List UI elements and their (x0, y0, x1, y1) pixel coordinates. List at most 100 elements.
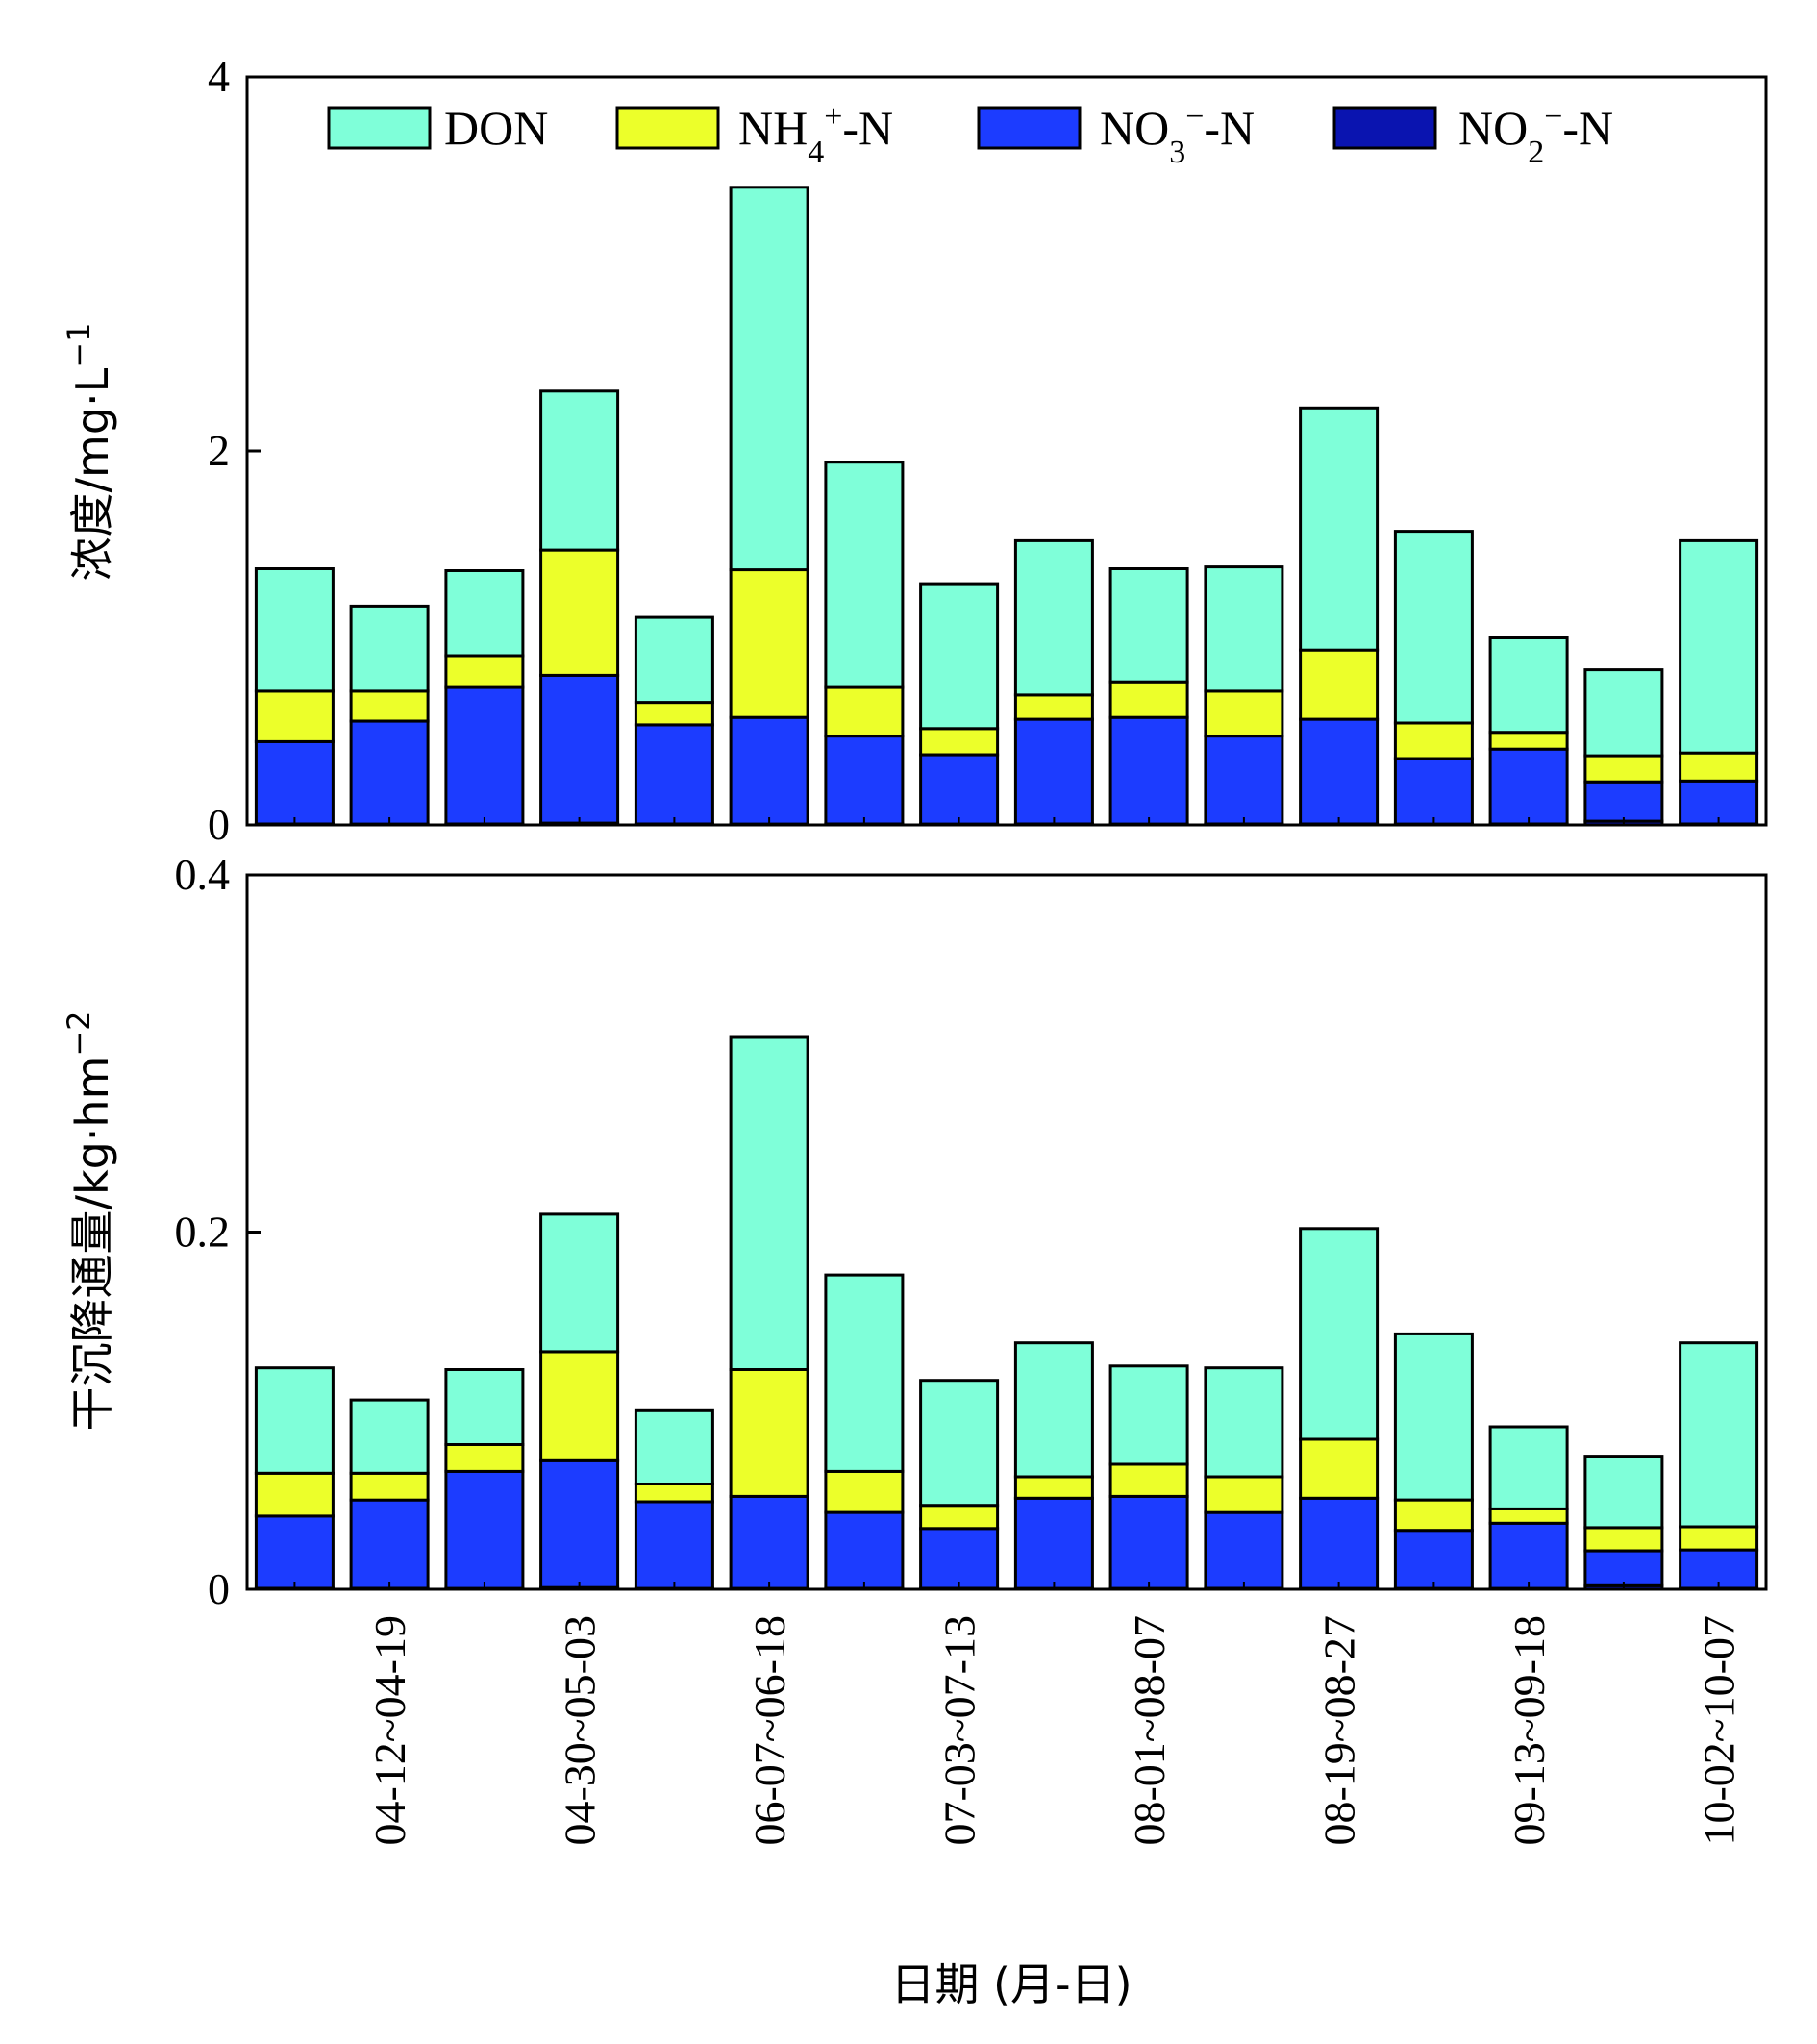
top-bar-don-1 (349, 604, 430, 693)
top-bar-don-3 (539, 389, 620, 552)
bottom-y-axis-title: 干沉降通量/kg·hm−2 (61, 1010, 118, 1431)
top-y-tick-label-1: 2 (208, 426, 230, 475)
top-bar-no3-7 (919, 753, 1000, 826)
top-bars (254, 186, 1759, 827)
top-bar-nh4-5 (729, 568, 809, 719)
top-bar-no3-4 (634, 723, 714, 826)
top-bar-nh4-12 (1393, 721, 1474, 760)
top-y-axis: 0 2 4 (208, 52, 261, 849)
top-bar-don-13 (1488, 636, 1569, 735)
top-bar-don-4 (634, 615, 714, 705)
top-y-tick-label-0: 0 (208, 800, 230, 849)
top-bar-no3-8 (1013, 717, 1094, 826)
bottom-bar-nh4-3 (539, 1350, 620, 1462)
bottom-bar-nh4-6 (824, 1469, 905, 1514)
top-bar-no3-12 (1393, 757, 1474, 826)
bottom-bar-don-11 (1299, 1227, 1380, 1441)
bottom-bar-don-15 (1679, 1341, 1759, 1529)
bottom-bar-nh4-4 (634, 1482, 714, 1504)
top-bar-nh4-9 (1108, 680, 1189, 719)
bottom-bar-don-1 (349, 1398, 430, 1475)
bottom-bar-no3-10 (1204, 1510, 1284, 1590)
bottom-bar-no3-14 (1583, 1549, 1664, 1587)
bottom-bar-no3-11 (1299, 1496, 1380, 1590)
x-tick-label-1: 04-30~05-03 (556, 1615, 605, 1846)
legend-label-don: DON (444, 101, 548, 155)
legend-label-no3: NO3−-N (1100, 99, 1255, 170)
bottom-bar-don-2 (444, 1368, 525, 1446)
legend-swatch-nh4 (615, 106, 720, 150)
top-bar-no3-3 (539, 673, 620, 825)
bottom-bar-don-13 (1488, 1425, 1569, 1510)
bottom-bar-no3-13 (1488, 1521, 1569, 1590)
top-bar-nh4-13 (1488, 731, 1569, 751)
top-bar-don-0 (254, 567, 335, 693)
top-bar-don-10 (1204, 565, 1284, 693)
top-bar-nh4-8 (1013, 693, 1094, 721)
top-bar-don-7 (919, 582, 1000, 731)
x-tick-label-0: 04-12~04-19 (365, 1615, 414, 1846)
bottom-bar-nh4-15 (1679, 1525, 1759, 1552)
bottom-y-tick-label-1: 0.2 (175, 1208, 231, 1257)
legend-swatch-no3 (977, 106, 1082, 150)
legend-swatch-no2 (1332, 106, 1437, 150)
bottom-y-tick-label-2: 0.4 (175, 850, 231, 899)
top-bar-don-14 (1583, 668, 1664, 758)
x-tick-label-2: 06-07~06-18 (745, 1615, 794, 1846)
bottom-bar-don-0 (254, 1366, 335, 1475)
top-bar-no3-11 (1299, 717, 1380, 826)
top-bar-nh4-15 (1679, 751, 1759, 783)
bottom-bar-no3-3 (539, 1458, 620, 1589)
top-y-axis-title: 浓度/mg·L−1 (61, 323, 118, 582)
bottom-bar-don-8 (1013, 1341, 1094, 1479)
legend: DON NH4+-N NO3−-N NO2−-N (327, 99, 1613, 170)
top-bar-nh4-7 (919, 727, 1000, 757)
bottom-bar-no3-6 (824, 1510, 905, 1590)
bottom-bar-no3-5 (729, 1494, 809, 1590)
bottom-bar-no3-12 (1393, 1529, 1474, 1590)
bottom-bar-don-10 (1204, 1366, 1284, 1479)
x-tick-label-6: 09-13~09-18 (1505, 1615, 1554, 1846)
top-y-tick-label-2: 4 (208, 52, 230, 101)
bottom-bar-nh4-5 (729, 1368, 809, 1498)
bottom-bar-nh4-13 (1488, 1507, 1569, 1525)
bottom-bar-nh4-2 (444, 1443, 525, 1473)
top-bar-no3-14 (1583, 780, 1664, 823)
bottom-bar-nh4-11 (1299, 1437, 1380, 1500)
bottom-bar-don-5 (729, 1035, 809, 1371)
top-bar-don-5 (729, 186, 809, 572)
top-bar-nh4-2 (444, 654, 525, 689)
bottom-bar-no3-9 (1108, 1494, 1189, 1590)
bottom-bar-don-7 (919, 1379, 1000, 1508)
top-bar-no3-5 (729, 715, 809, 826)
bottom-bar-no3-0 (254, 1514, 335, 1590)
x-axis: 04-12~04-19 04-30~05-03 06-07~06-18 07-03~0… (365, 1615, 1743, 1846)
bottom-bar-no3-8 (1013, 1496, 1094, 1590)
bottom-bar-don-12 (1393, 1332, 1474, 1502)
bottom-y-axis: 0 0.2 0.4 (175, 850, 261, 1613)
top-bar-nh4-6 (824, 685, 905, 738)
bottom-bar-nh4-9 (1108, 1462, 1189, 1498)
bottom-bar-no3-1 (349, 1498, 430, 1590)
top-bar-don-9 (1108, 567, 1189, 684)
bottom-bar-don-4 (634, 1408, 714, 1486)
bottom-bar-nh4-7 (919, 1504, 1000, 1531)
top-bar-don-8 (1013, 538, 1094, 697)
bottom-y-tick-label-0: 0 (208, 1564, 230, 1613)
top-bar-nh4-0 (254, 689, 335, 743)
legend-label-no2: NO2−-N (1458, 99, 1613, 170)
x-tick-label-4: 08-01~08-07 (1125, 1615, 1174, 1846)
top-bar-nh4-10 (1204, 689, 1284, 738)
bottom-bar-nh4-10 (1204, 1475, 1284, 1514)
top-bar-don-12 (1393, 530, 1474, 725)
bottom-bar-nh4-8 (1013, 1475, 1094, 1500)
bottom-bar-no3-4 (634, 1500, 714, 1590)
bottom-bar-no3-7 (919, 1527, 1000, 1590)
top-bar-no3-1 (349, 719, 430, 826)
top-bar-don-2 (444, 569, 525, 658)
bottom-bar-don-14 (1583, 1455, 1664, 1530)
legend-label-nh4: NH4+-N (738, 99, 893, 170)
top-bar-nh4-14 (1583, 754, 1664, 784)
bottom-bar-nh4-1 (349, 1471, 430, 1502)
top-bar-no3-6 (824, 735, 905, 826)
